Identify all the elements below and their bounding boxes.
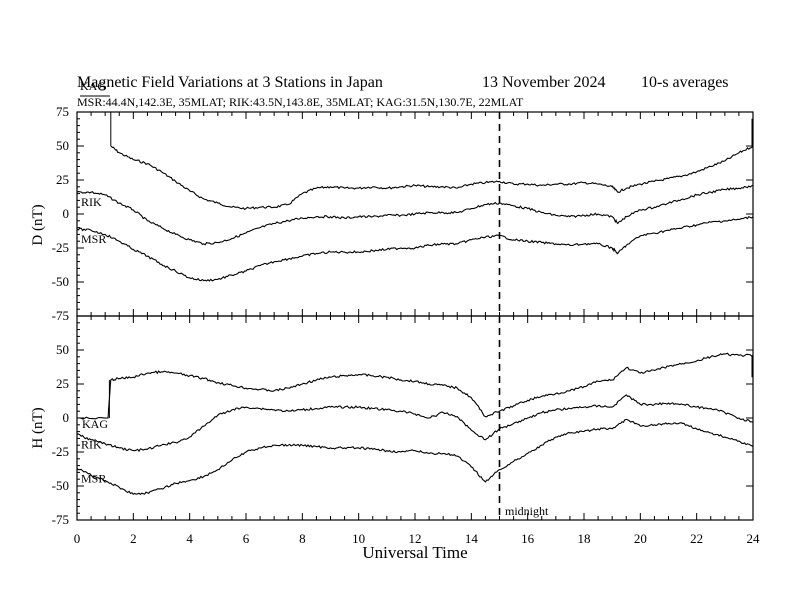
chart-date: 13 November 2024 xyxy=(482,74,606,91)
y-tick-label: -75 xyxy=(52,512,69,527)
x-tick-label: 4 xyxy=(186,531,193,546)
x-tick-label: 2 xyxy=(130,531,137,546)
y-tick-label: -25 xyxy=(52,240,69,255)
x-tick-label: 24 xyxy=(747,531,761,546)
series-rik-d xyxy=(76,184,754,246)
d-axis-label: D (nT) xyxy=(30,204,46,245)
series-label: MSR xyxy=(81,232,106,246)
series-label: MSR xyxy=(81,471,106,485)
data-curves xyxy=(76,112,754,496)
y-tick-label: 50 xyxy=(56,342,69,357)
x-tick-label: 0 xyxy=(74,531,81,546)
x-tick-label: 18 xyxy=(578,531,591,546)
averaging-label: 10-s averages xyxy=(641,74,729,91)
x-tick-label: 22 xyxy=(690,531,703,546)
x-tick-label: 16 xyxy=(521,531,535,546)
x-tick-label: 8 xyxy=(299,531,306,546)
y-tick-label: 50 xyxy=(56,138,69,153)
x-axis-label: Universal Time xyxy=(362,543,467,562)
y-tick-label: 75 xyxy=(56,104,69,119)
y-tick-label: -50 xyxy=(52,274,69,289)
series-label: KAG xyxy=(82,417,108,431)
series-label: RIK xyxy=(81,437,102,451)
series-labels: RIK MSR KAG RIK MSR xyxy=(81,195,108,485)
series-label: RIK xyxy=(81,195,102,209)
y-tick-label: 25 xyxy=(56,172,69,187)
y-tick-label: -75 xyxy=(52,308,69,323)
y-tick-label: -25 xyxy=(52,444,69,459)
y-tick-label: 0 xyxy=(63,410,70,425)
y-tick-label: 0 xyxy=(63,206,70,221)
series-msr-h xyxy=(76,418,754,496)
series-msr-d xyxy=(76,216,754,282)
midnight-label: midnight xyxy=(505,504,549,518)
y-tick-label: 25 xyxy=(56,376,69,391)
x-tick-label: 12 xyxy=(409,531,422,546)
y-tick-label: -50 xyxy=(52,478,69,493)
series-kag-d xyxy=(110,145,754,211)
x-tick-label: 20 xyxy=(634,531,647,546)
x-tick-label: 10 xyxy=(352,531,365,546)
stations-info: MSR:44.4N,142.3E, 35MLAT; RIK:43.5N,143.… xyxy=(77,95,524,109)
chart-header: Magnetic Field Variations at 3 Stations … xyxy=(77,74,729,109)
h-panel-frame xyxy=(76,315,754,521)
overlay-label-kag: KAG xyxy=(80,79,106,93)
x-tick-label: 14 xyxy=(465,531,479,546)
series-kag-h xyxy=(76,352,754,420)
h-axis-label: H (nT) xyxy=(30,407,46,448)
chart-title: Magnetic Field Variations at 3 Stations … xyxy=(77,74,383,91)
series-rik-h xyxy=(76,394,754,453)
x-tick-label: 6 xyxy=(243,531,250,546)
